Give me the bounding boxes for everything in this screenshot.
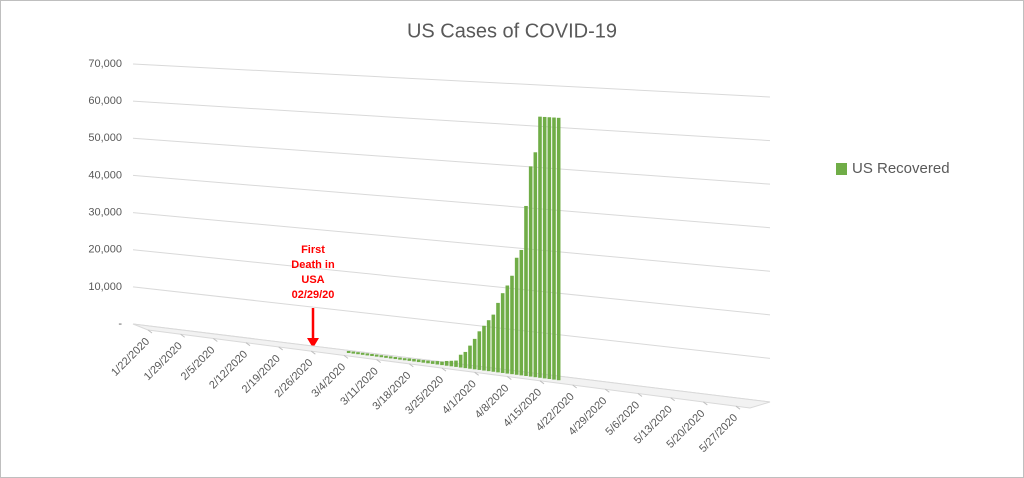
bar xyxy=(440,361,444,366)
bar xyxy=(482,325,486,371)
chart-title: US Cases of COVID-19 xyxy=(407,20,617,42)
legend-label: US Recovered xyxy=(852,160,950,177)
bar xyxy=(524,205,528,376)
bar xyxy=(360,352,365,355)
grid-line xyxy=(132,249,771,316)
x-tick xyxy=(180,333,185,338)
bar xyxy=(393,356,398,360)
y-tick-label: 60,000 xyxy=(88,95,122,107)
bar xyxy=(402,358,407,361)
legend-swatch xyxy=(836,163,847,175)
x-tick xyxy=(409,363,414,368)
bar xyxy=(542,116,547,379)
bar xyxy=(477,331,482,370)
x-tick xyxy=(474,371,479,376)
grid-line xyxy=(132,63,771,98)
bar xyxy=(468,345,472,369)
bar xyxy=(533,152,538,378)
bar xyxy=(435,361,440,365)
bar xyxy=(496,302,500,373)
bar xyxy=(547,117,552,379)
bar xyxy=(398,357,402,360)
bar xyxy=(384,355,388,358)
bar xyxy=(505,285,510,374)
bar xyxy=(472,338,477,370)
bar xyxy=(491,314,496,372)
bar xyxy=(449,360,454,367)
bar xyxy=(370,353,374,357)
bar xyxy=(486,320,491,372)
bar xyxy=(356,352,360,355)
x-tick xyxy=(735,405,741,410)
bar xyxy=(407,358,412,361)
y-tick-label: 10,000 xyxy=(88,281,122,293)
bar xyxy=(556,117,561,381)
grid-line xyxy=(132,100,771,142)
x-tick xyxy=(703,401,708,406)
x-tick xyxy=(507,376,512,380)
x-tick xyxy=(147,329,153,334)
x-tick xyxy=(539,380,545,385)
x-tick xyxy=(278,346,283,351)
x-tick xyxy=(311,350,316,355)
y-tick-label: 70,000 xyxy=(88,58,122,70)
y-tick-label: - xyxy=(118,318,122,330)
bar xyxy=(421,360,426,363)
bar xyxy=(416,359,421,363)
bar xyxy=(426,360,430,364)
bar xyxy=(510,275,514,375)
x-tick xyxy=(213,338,218,342)
x-tick xyxy=(376,359,381,364)
bar xyxy=(552,117,556,380)
x-tick xyxy=(343,354,349,359)
bar xyxy=(500,293,505,373)
bar xyxy=(346,350,351,353)
x-tick xyxy=(637,393,643,397)
bar xyxy=(351,351,356,354)
bar xyxy=(374,354,379,357)
y-tick-label: 20,000 xyxy=(88,244,122,256)
annotation-arrowhead xyxy=(307,338,319,348)
y-tick-label: 30,000 xyxy=(88,206,122,218)
bar xyxy=(430,361,435,364)
bar xyxy=(379,355,384,358)
bar xyxy=(388,356,393,359)
annotation-text: First xyxy=(301,244,325,256)
bar xyxy=(365,353,370,356)
x-tick xyxy=(670,397,675,402)
bar xyxy=(454,360,458,367)
bar xyxy=(519,249,524,376)
x-tick xyxy=(441,367,447,372)
x-tick xyxy=(605,388,610,393)
grid-line xyxy=(132,137,771,185)
bar xyxy=(444,360,449,366)
x-tick xyxy=(245,342,251,347)
grid-line xyxy=(132,286,771,359)
annotation-text: 02/29/20 xyxy=(292,289,335,301)
bar xyxy=(463,351,468,369)
y-tick-label: 50,000 xyxy=(88,132,122,144)
annotation-text: USA xyxy=(301,274,324,286)
bar xyxy=(412,359,416,362)
grid-line xyxy=(132,174,771,229)
bar xyxy=(458,354,463,368)
x-tick xyxy=(572,384,577,389)
annotation-text: Death in xyxy=(291,259,335,271)
bar xyxy=(538,116,542,378)
bar xyxy=(528,166,533,377)
y-tick-label: 40,000 xyxy=(88,169,122,181)
bar xyxy=(514,257,519,375)
grid-line xyxy=(132,212,771,272)
